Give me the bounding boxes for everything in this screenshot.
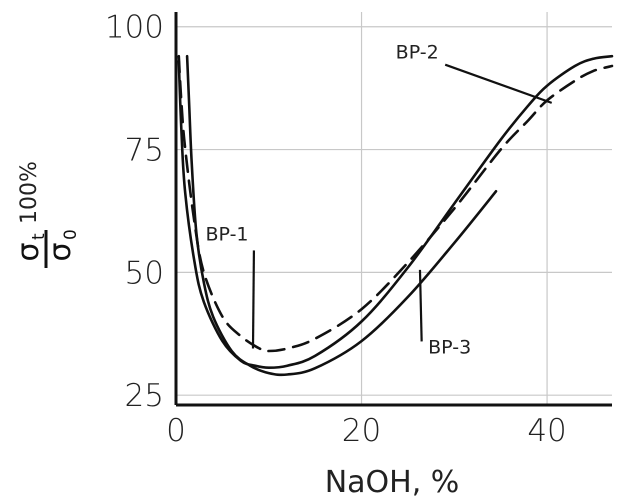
x-tick-label-20: 20: [342, 413, 381, 449]
annotation-leader-bp-1: [251, 250, 256, 349]
x-axis-label: NaOH, %: [325, 465, 460, 500]
tick-labels: 25 50 75 100 0 20 40: [105, 10, 567, 449]
y-axis-label: σ t σ 0 100%: [11, 161, 81, 268]
y-tick-label-100: 100: [105, 10, 164, 46]
annotation-leader-bp-3: [418, 269, 423, 342]
grid: [176, 12, 612, 405]
y-label-suffix: 100%: [17, 161, 42, 224]
y-label-denominator-sub: 0: [61, 229, 81, 240]
series-line-bp-1: [177, 54, 614, 370]
x-tick-label-40: 40: [527, 413, 566, 449]
y-label-denominator: σ: [43, 242, 78, 261]
x-tick-label-0: 0: [166, 413, 186, 449]
series-line-bp-3: [185, 54, 498, 377]
y-label-numerator: σ: [11, 242, 46, 261]
axes: [174, 12, 612, 407]
annotation-label-bp-2: BP-2: [396, 42, 439, 64]
annotation-label-bp-1: BP-1: [206, 223, 249, 245]
annotations: BP-2 BP-1 BP-3: [206, 42, 553, 358]
y-tick-label-25: 25: [125, 378, 164, 414]
annotation-leader-bp-2: [444, 63, 553, 104]
curves: [177, 54, 614, 377]
y-tick-label-50: 50: [125, 255, 164, 291]
annotation-label-bp-3: BP-3: [428, 336, 471, 358]
y-label-numerator-sub: t: [29, 233, 49, 240]
y-tick-label-75: 75: [125, 133, 164, 169]
series-line-bp-2: [177, 54, 614, 353]
